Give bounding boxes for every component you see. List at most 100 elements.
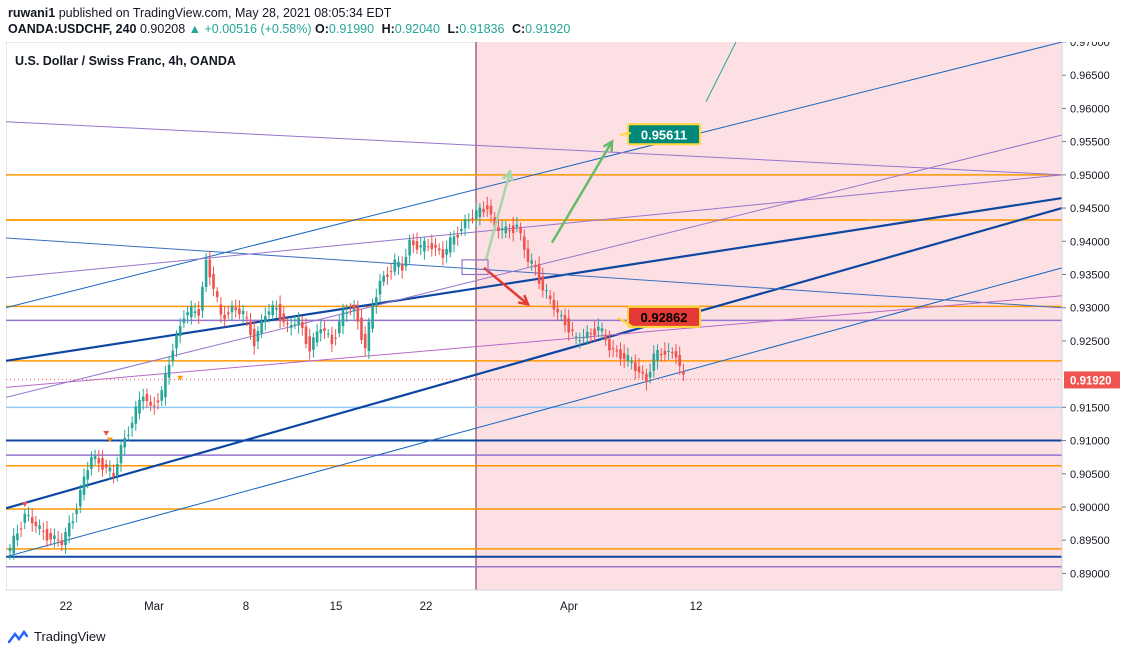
candle-body [212, 273, 215, 289]
candle-body [127, 434, 130, 436]
candle-body [45, 528, 49, 541]
candle-body [656, 349, 659, 361]
candle-body [611, 348, 615, 350]
candle-body [238, 308, 241, 315]
candle-body [367, 321, 371, 352]
y-tick-label: 0.96000 [1070, 103, 1110, 115]
x-tick-label: 22 [60, 601, 73, 613]
ohlc-line: OANDA:USDCHF, 240 0.90208 ▲ +0.00516 (+0… [8, 22, 571, 36]
candle-body [186, 312, 189, 316]
candle-body [630, 360, 633, 363]
candle-body [548, 295, 552, 300]
low-value: 0.91836 [459, 22, 505, 36]
candle-body [60, 540, 64, 546]
trend-line [6, 207, 1063, 510]
candle-body [534, 264, 537, 268]
candle-body [674, 351, 678, 358]
candle-body [323, 328, 326, 332]
y-tick-label: 0.90500 [1070, 469, 1110, 481]
candle-body [227, 312, 230, 315]
candle-body [204, 259, 208, 287]
candle-body [12, 535, 15, 554]
candle-body [608, 339, 611, 351]
y-tick-label: 0.93500 [1070, 269, 1110, 281]
price-change: ▲ +0.00516 (+0.58%) [188, 22, 312, 36]
footer-brand[interactable]: TradingView [34, 629, 106, 644]
candle-body [682, 371, 685, 375]
candle-body [282, 313, 286, 323]
candle-body [82, 476, 86, 495]
candle-body [67, 522, 71, 537]
candle-body [508, 230, 511, 232]
candle-body [182, 318, 186, 323]
candle-body [537, 264, 541, 284]
callout-0-92862-box [627, 305, 701, 328]
callout-0-95611: 0.95611 [641, 127, 687, 142]
candle-body [304, 326, 308, 345]
candle-body [171, 350, 175, 362]
candle-body [371, 305, 374, 329]
candle-body [164, 373, 167, 398]
candle-body [619, 349, 622, 359]
candle-body [389, 271, 393, 273]
candle-body [467, 220, 471, 222]
candle-body [500, 228, 504, 231]
candle-body [97, 458, 101, 464]
candle-body [622, 353, 626, 360]
candle-body [101, 457, 104, 470]
candle-body [130, 422, 134, 429]
fractal-marker [351, 304, 358, 310]
candle-body [38, 525, 41, 529]
candle-body [634, 362, 637, 371]
candle-body [637, 366, 641, 373]
y-tick-label: 0.96500 [1070, 70, 1110, 82]
candle-body [219, 304, 223, 315]
candle-body [560, 315, 563, 317]
x-tick-label: 22 [420, 601, 433, 613]
candle-body [190, 306, 193, 318]
candle-body [208, 259, 212, 278]
candle-body [360, 317, 363, 340]
candle-body [64, 531, 67, 546]
author-name[interactable]: ruwani1 [8, 6, 56, 20]
candle-body [167, 364, 171, 378]
candle-body [486, 205, 489, 210]
candle-body [497, 226, 500, 232]
candle-body [449, 237, 452, 253]
candle-body [667, 350, 670, 352]
candle-body [116, 464, 119, 476]
candle-body [597, 326, 600, 331]
candle-body [515, 224, 519, 227]
candle-body [319, 329, 323, 334]
candle-body [615, 350, 619, 352]
projection-arrow-down [483, 266, 529, 306]
candle-body [49, 533, 52, 540]
y-tick-label: 0.94500 [1070, 203, 1110, 215]
candle-body [582, 337, 585, 339]
fractal-marker [177, 375, 184, 381]
projection-arrow-down-head [517, 294, 531, 307]
candle-body [215, 291, 219, 298]
candle-body [297, 317, 300, 326]
trend-line [6, 237, 1063, 309]
candle-body [604, 334, 607, 341]
candle-body [341, 309, 345, 327]
candle-body [286, 323, 289, 325]
candle-body [34, 521, 38, 527]
candle-body [460, 228, 463, 232]
candle-body [119, 445, 123, 464]
y-tick-label: 0.94000 [1070, 236, 1110, 248]
candle-body [338, 321, 341, 334]
projection-arrow-up-light-head [502, 169, 514, 182]
candle-body [645, 373, 648, 382]
candle-body [197, 309, 200, 316]
candle-body [293, 324, 297, 326]
candle-body [593, 328, 596, 336]
candle-body [493, 217, 496, 227]
candle-body [671, 352, 674, 354]
candle-body [56, 539, 60, 541]
candle-body [134, 406, 138, 424]
candle-body [145, 393, 149, 402]
candle-body [678, 355, 681, 367]
price-chart[interactable]: 0.95611 0.92862 0.97000 0.96500 0.96000 0.95… [6, 42, 1136, 622]
